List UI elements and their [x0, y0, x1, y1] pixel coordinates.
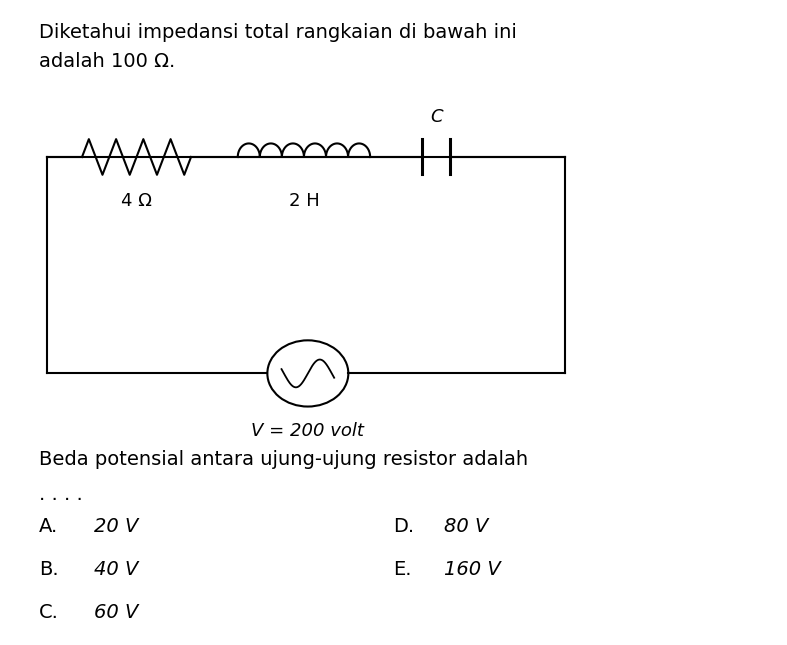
- Text: E.: E.: [394, 560, 412, 579]
- Text: C.: C.: [39, 603, 59, 622]
- Text: 60 V: 60 V: [94, 603, 138, 622]
- Text: 20 V: 20 V: [94, 517, 138, 536]
- Text: A.: A.: [39, 517, 58, 536]
- Text: adalah 100 Ω.: adalah 100 Ω.: [39, 52, 176, 71]
- Text: 40 V: 40 V: [94, 560, 138, 579]
- Text: Beda potensial antara ujung-ujung resistor adalah: Beda potensial antara ujung-ujung resist…: [39, 450, 528, 469]
- Text: 2 H: 2 H: [289, 192, 320, 210]
- Text: D.: D.: [394, 517, 415, 536]
- Text: V = 200 volt: V = 200 volt: [251, 422, 364, 441]
- Text: Diketahui impedansi total rangkaian di bawah ini: Diketahui impedansi total rangkaian di b…: [39, 23, 517, 43]
- Text: C: C: [430, 108, 442, 126]
- Text: 4 Ω: 4 Ω: [121, 192, 152, 210]
- Text: 160 V: 160 V: [444, 560, 501, 579]
- Text: B.: B.: [39, 560, 59, 579]
- Text: . . . .: . . . .: [39, 485, 83, 504]
- Text: 80 V: 80 V: [444, 517, 489, 536]
